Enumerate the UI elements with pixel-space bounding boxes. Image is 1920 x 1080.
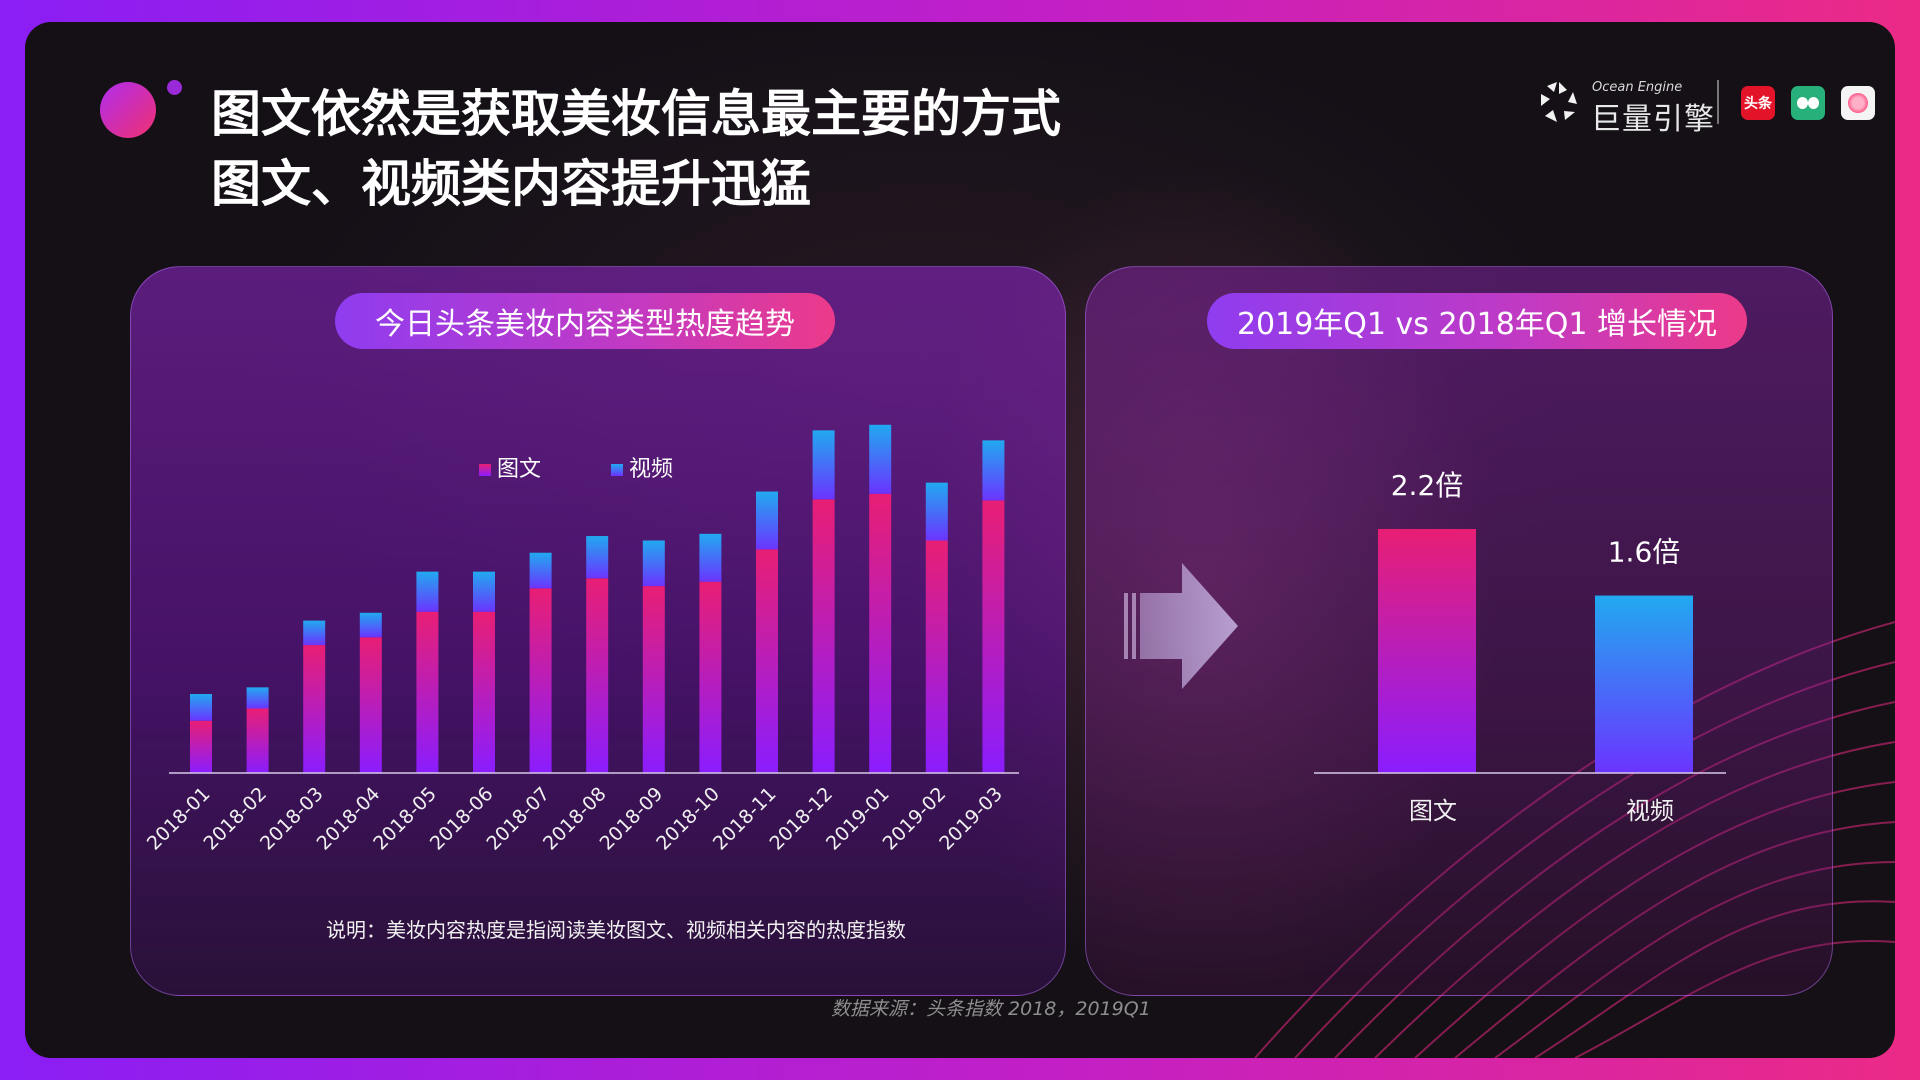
bar-tuwen-2018-12 (812, 499, 835, 773)
bar-tuwen-2018-01 (190, 720, 212, 773)
bar-video-2018-11 (756, 491, 778, 550)
chart-note: 说明：美妆内容热度是指阅读美妆图文、视频相关内容的热度指数 (326, 918, 906, 942)
bar-video-2018-03 (303, 620, 326, 646)
growth-x-tick-label: 图文 (1409, 797, 1457, 825)
bar-video-2018-04 (359, 612, 382, 638)
app-eye-right (1808, 97, 1819, 109)
bar-video-2018-01 (190, 694, 212, 721)
bar-tuwen-2019-03 (982, 500, 1005, 773)
x-tick-label: 2019-03 (935, 783, 1007, 855)
camera-app-ring (1848, 93, 1868, 113)
bar-video-2019-03 (982, 440, 1005, 501)
camera-app-icon (1841, 86, 1875, 120)
bar-video-2019-01 (869, 424, 892, 494)
slide-frame: 图文依然是获取美妆信息最主要的方式 图文、视频类内容提升迅猛 Ocean Eng… (25, 22, 1895, 1058)
brand-divider (1717, 80, 1719, 124)
app-eye-left (1797, 97, 1808, 109)
bar-video-2018-06 (473, 571, 495, 612)
bar-tuwen-2018-07 (529, 588, 552, 773)
bar-tuwen-2018-02 (246, 708, 269, 773)
legend-swatch-video (611, 464, 623, 476)
data-source: 数据来源：头条指数 2018，2019Q1 (831, 998, 1151, 1020)
page-title-line2: 图文、视频类内容提升迅猛 (211, 155, 811, 213)
logo-dot-small (167, 80, 182, 95)
trend-stacked-bar-chart: 图文 视频 2018-012018-022018-032018-042018-05… (143, 424, 1019, 942)
bar-video-2018-02 (246, 687, 269, 709)
bar-video-2018-05 (416, 571, 439, 612)
bar-tuwen-2019-02 (925, 540, 948, 773)
growth-x-tick-label: 视频 (1626, 797, 1674, 825)
growth-data-label: 2.2倍 (1391, 469, 1464, 502)
douyin-video-app-icon (1791, 86, 1825, 120)
bar-tuwen-2018-06 (473, 611, 495, 773)
page-title-line1: 图文依然是获取美妆信息最主要的方式 (211, 85, 1061, 143)
bar-tuwen-2018-11 (756, 549, 778, 773)
growth-data-label: 1.6倍 (1608, 536, 1681, 569)
bar-video-2018-08 (586, 536, 609, 579)
bar-video-2018-07 (529, 552, 552, 589)
bar-tuwen-2018-08 (586, 578, 609, 773)
toutiao-app-label: 头条 (1744, 96, 1772, 112)
growth-bar-video (1595, 595, 1693, 773)
legend-label-video: 视频 (629, 457, 673, 482)
bar-tuwen-2018-04 (359, 637, 382, 773)
bar-video-2019-02 (925, 482, 948, 541)
bar-video-2018-12 (812, 430, 835, 500)
legend-label-tuwen: 图文 (497, 457, 541, 482)
growth-bar-chart: 2.2倍 1.6倍 图文 视频 (1124, 469, 1726, 825)
growth-bar-tuwen (1378, 529, 1476, 773)
growth-arrow-icon (1124, 563, 1238, 689)
ocean-engine-logo-icon (1541, 82, 1577, 122)
legend-swatch-tuwen (479, 464, 491, 476)
bar-video-2018-09 (642, 540, 665, 587)
bar-tuwen-2018-03 (303, 645, 326, 773)
bar-tuwen-2018-10 (699, 581, 722, 773)
trend-chart-title: 今日头条美妆内容类型热度趋势 (335, 293, 835, 349)
brand-name: 巨量引擎 (1591, 102, 1715, 137)
bar-tuwen-2018-09 (642, 586, 665, 773)
brand-subtitle: Ocean Engine (1592, 80, 1683, 95)
logo-dot (100, 82, 156, 138)
bar-tuwen-2018-05 (416, 611, 439, 773)
growth-chart-title: 2019年Q1 vs 2018年Q1 增长情况 (1207, 293, 1747, 349)
bar-video-2018-10 (699, 533, 722, 582)
growth-chart-panel: 2019年Q1 vs 2018年Q1 增长情况 (1085, 266, 1833, 996)
toutiao-app-icon: 头条 (1741, 86, 1775, 120)
trend-chart-panel: 今日头条美妆内容类型热度趋势 图文 视频 2018-01 2018-02 2018-0… (130, 266, 1066, 996)
bar-tuwen-2019-01 (869, 493, 892, 773)
decorative-curves (1254, 621, 1895, 1058)
